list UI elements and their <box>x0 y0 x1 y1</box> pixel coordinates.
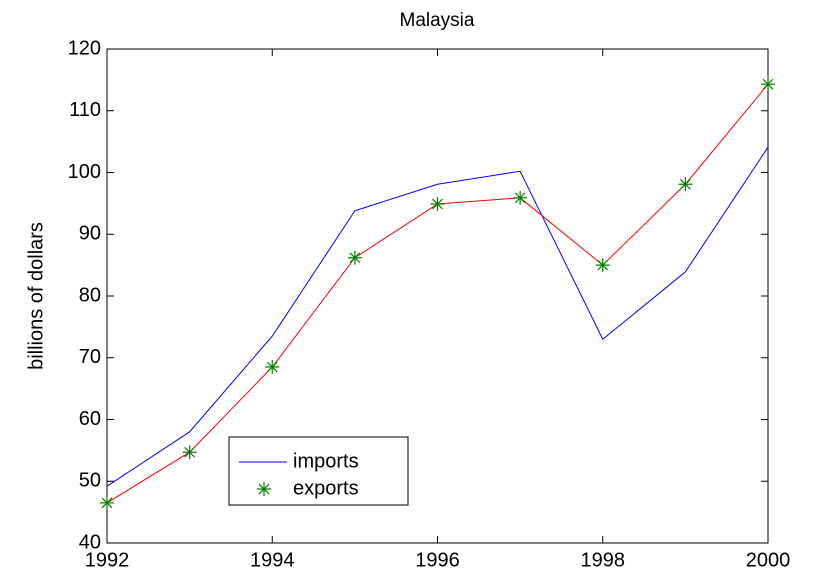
marker <box>347 250 362 265</box>
x-tick-label: 1994 <box>250 549 295 571</box>
legend-label: imports <box>293 450 359 472</box>
marker <box>100 495 114 510</box>
plot-area <box>106 48 769 544</box>
y-tick-label: 120 <box>68 37 101 59</box>
marker <box>513 190 528 205</box>
marker <box>678 177 693 192</box>
y-tick-label: 110 <box>69 99 101 121</box>
y-tick-label: 90 <box>79 223 101 245</box>
y-tick-label: 40 <box>79 531 101 553</box>
series-line <box>106 146 769 487</box>
y-axis-label: billions of dollars <box>25 222 47 370</box>
x-tick-label: 1996 <box>415 549 460 571</box>
chart-title: Malaysia <box>400 10 475 31</box>
y-tick-label: 100 <box>68 161 101 183</box>
y-tick-label: 50 <box>79 470 101 492</box>
legend-label: exports <box>293 477 359 499</box>
y-tick-label: 70 <box>79 346 101 368</box>
marker <box>265 360 280 375</box>
x-tick-label: 1998 <box>581 549 626 571</box>
x-tick-label: 2000 <box>746 549 791 571</box>
y-tick-label: 80 <box>79 284 101 306</box>
marker <box>595 258 610 273</box>
legend-marker <box>257 482 271 496</box>
marker <box>430 196 445 211</box>
x-tick-label: 1992 <box>85 549 130 571</box>
marker <box>182 445 197 460</box>
y-tick-label: 60 <box>79 408 101 430</box>
marker <box>761 77 775 92</box>
